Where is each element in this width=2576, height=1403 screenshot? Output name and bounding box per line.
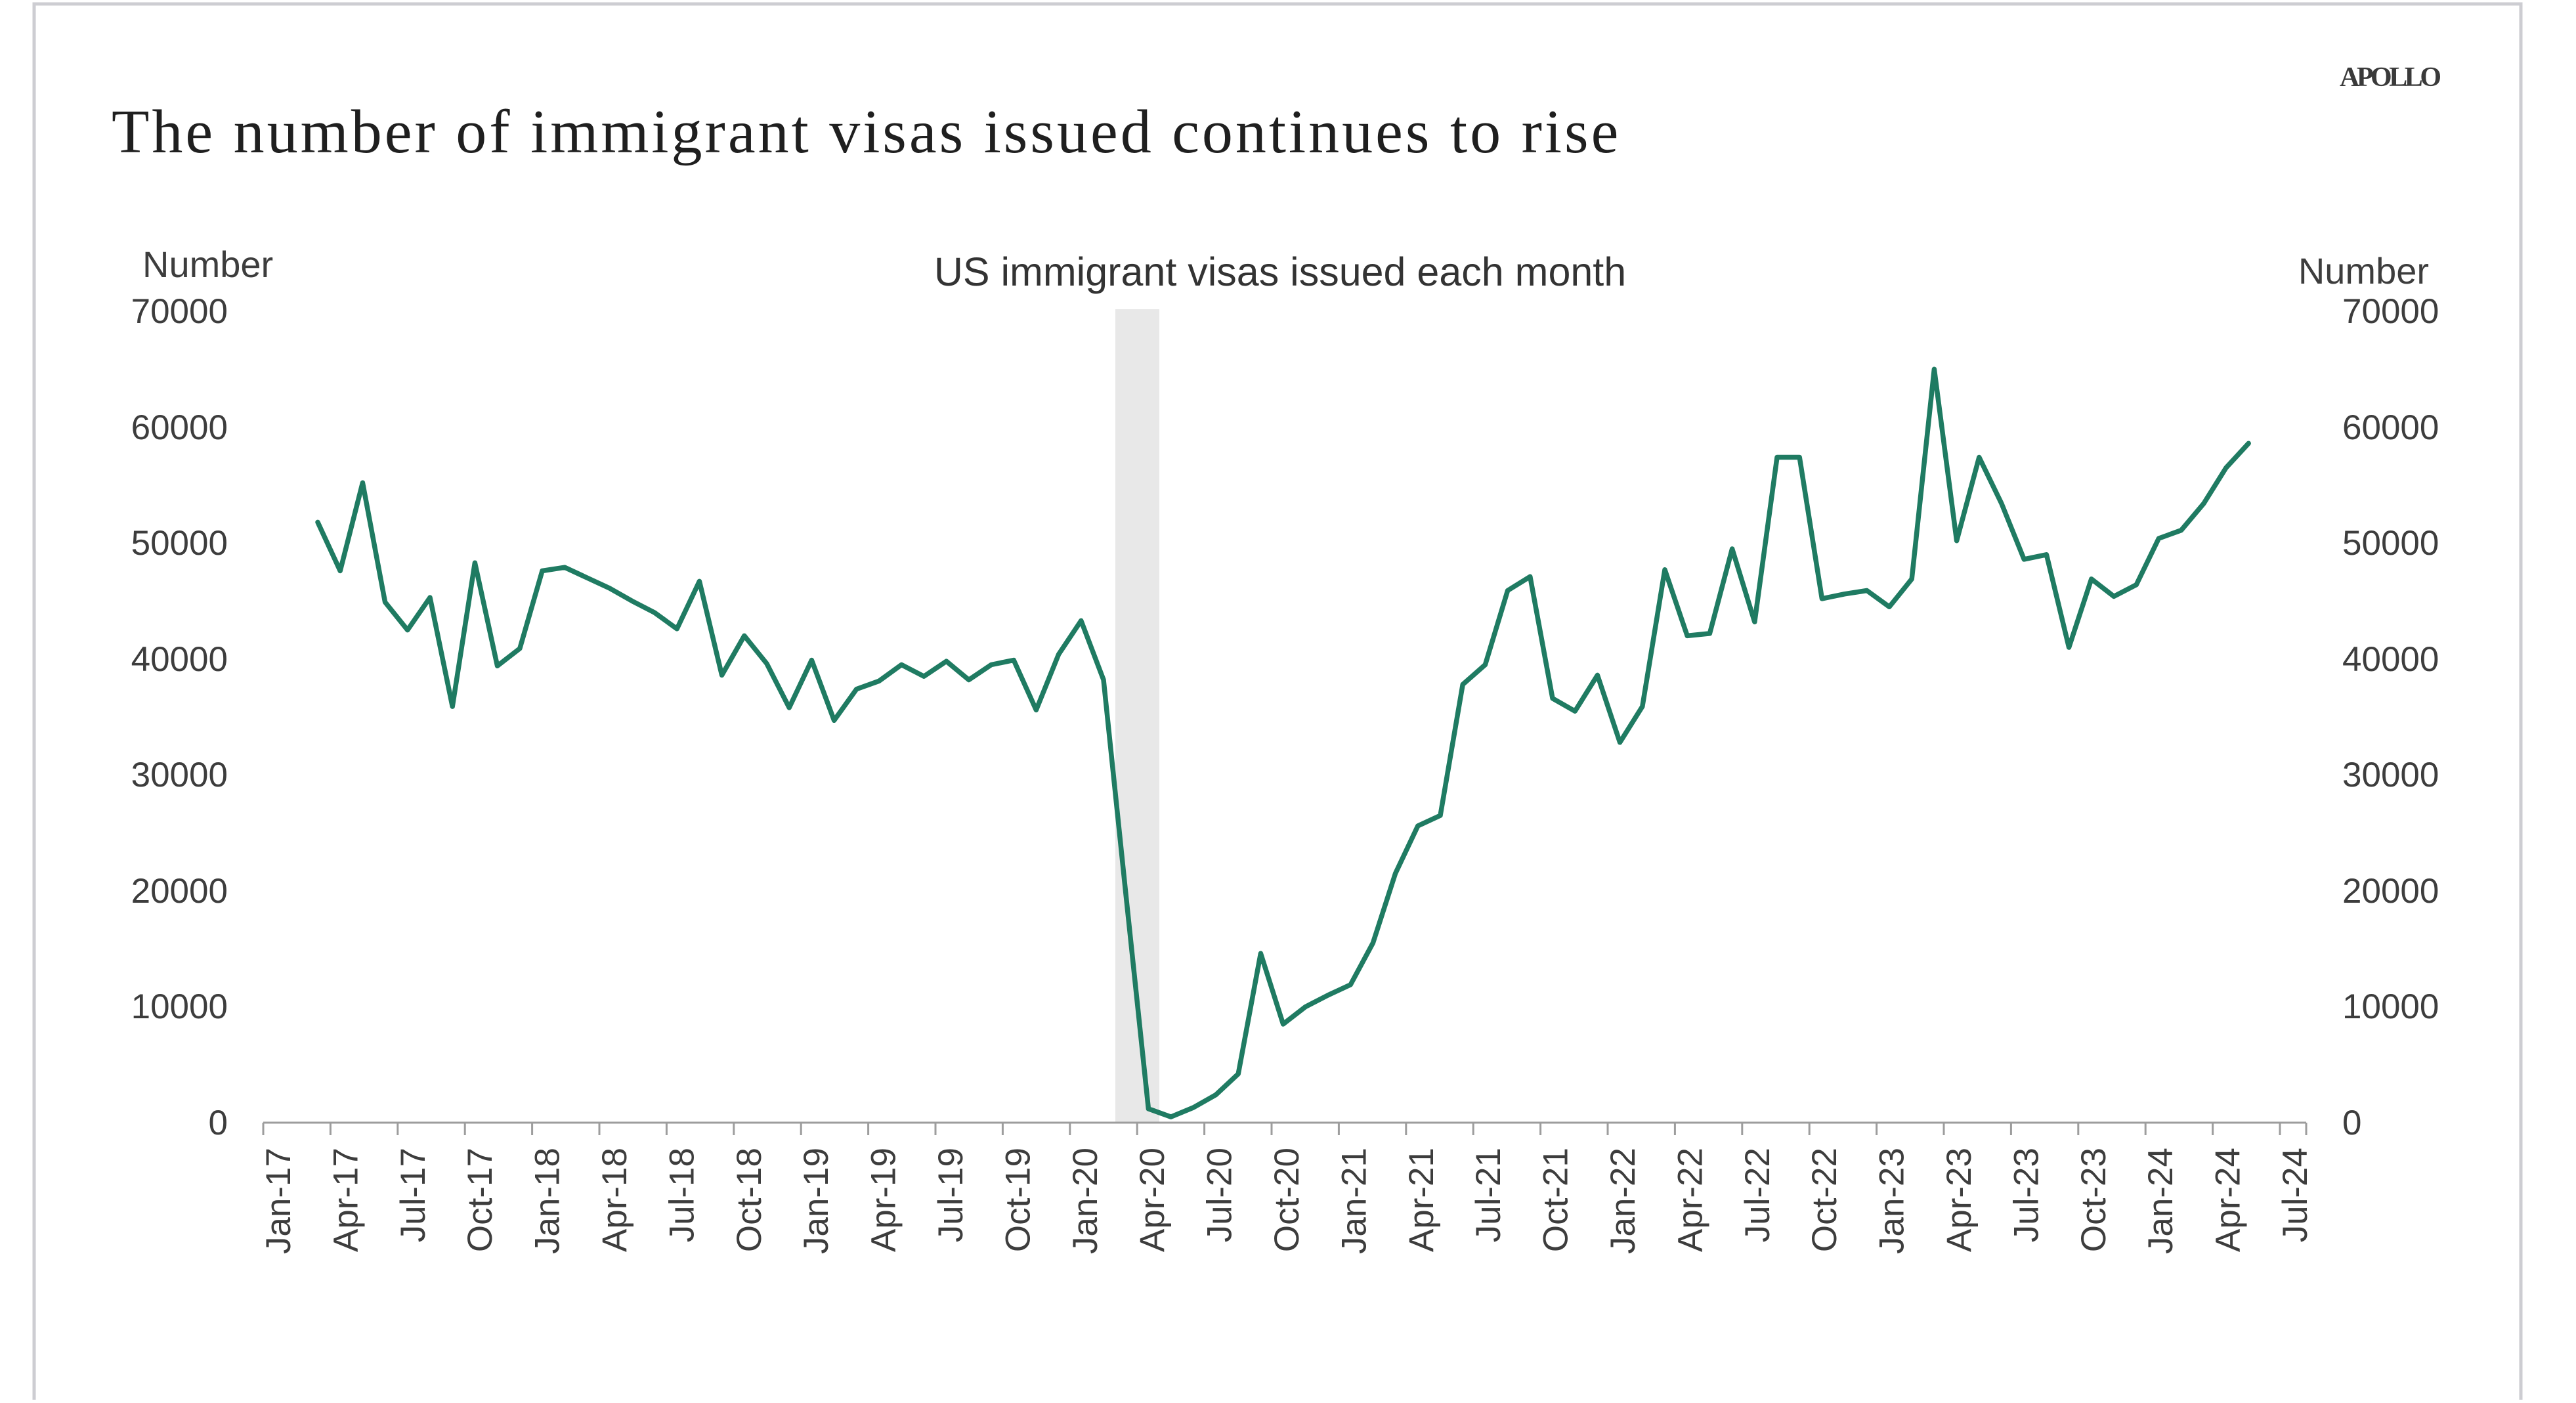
svg-text:20000: 20000 xyxy=(131,872,228,911)
svg-text:Oct-22: Oct-22 xyxy=(1805,1148,1844,1252)
svg-text:0: 0 xyxy=(209,1104,228,1142)
svg-text:Number: Number xyxy=(2298,250,2429,291)
svg-text:30000: 30000 xyxy=(131,756,228,794)
svg-text:Jul-22: Jul-22 xyxy=(1738,1148,1777,1242)
svg-text:Jul-21: Jul-21 xyxy=(1469,1148,1508,1242)
svg-text:Jan-17: Jan-17 xyxy=(259,1148,298,1254)
svg-text:US immigrant visas issued each: US immigrant visas issued each month xyxy=(934,249,1626,294)
svg-text:70000: 70000 xyxy=(131,292,228,331)
svg-text:Apr-17: Apr-17 xyxy=(326,1148,365,1252)
svg-text:Oct-20: Oct-20 xyxy=(1268,1148,1306,1252)
svg-text:Jul-19: Jul-19 xyxy=(932,1148,970,1242)
svg-text:10000: 10000 xyxy=(2342,987,2439,1026)
svg-text:Oct-17: Oct-17 xyxy=(461,1148,500,1252)
svg-text:40000: 40000 xyxy=(2342,640,2439,679)
svg-text:Jan-20: Jan-20 xyxy=(1066,1148,1105,1254)
svg-text:APOLLO: APOLLO xyxy=(2340,62,2441,93)
svg-text:Jan-19: Jan-19 xyxy=(797,1148,836,1254)
svg-text:The number of immigrant visas: The number of immigrant visas issued con… xyxy=(112,98,1621,166)
svg-text:Jan-24: Jan-24 xyxy=(2141,1148,2180,1254)
svg-text:Jul-24: Jul-24 xyxy=(2276,1148,2315,1242)
svg-text:Jul-18: Jul-18 xyxy=(662,1148,701,1242)
svg-text:Apr-18: Apr-18 xyxy=(595,1148,634,1252)
svg-text:Apr-19: Apr-19 xyxy=(865,1148,903,1252)
svg-text:Oct-23: Oct-23 xyxy=(2074,1148,2113,1252)
svg-text:60000: 60000 xyxy=(2342,408,2439,447)
svg-text:Apr-20: Apr-20 xyxy=(1133,1148,1172,1252)
svg-text:Jan-18: Jan-18 xyxy=(528,1148,567,1254)
svg-text:60000: 60000 xyxy=(131,408,228,447)
svg-text:Oct-19: Oct-19 xyxy=(998,1148,1037,1252)
svg-text:Apr-21: Apr-21 xyxy=(1402,1148,1441,1252)
svg-text:Jul-20: Jul-20 xyxy=(1201,1148,1239,1242)
svg-text:Jan-21: Jan-21 xyxy=(1335,1148,1373,1254)
svg-text:0: 0 xyxy=(2342,1104,2361,1142)
svg-text:Number: Number xyxy=(142,244,273,285)
svg-text:70000: 70000 xyxy=(2342,292,2439,331)
svg-text:Jan-22: Jan-22 xyxy=(1604,1148,1642,1254)
svg-text:Jul-23: Jul-23 xyxy=(2007,1148,2046,1242)
svg-text:30000: 30000 xyxy=(2342,756,2439,794)
svg-text:20000: 20000 xyxy=(2342,872,2439,911)
svg-text:Apr-24: Apr-24 xyxy=(2209,1148,2248,1252)
svg-text:Oct-18: Oct-18 xyxy=(730,1148,769,1252)
svg-text:10000: 10000 xyxy=(131,987,228,1026)
svg-text:Oct-21: Oct-21 xyxy=(1537,1148,1576,1252)
svg-text:Apr-22: Apr-22 xyxy=(1671,1148,1709,1252)
svg-text:50000: 50000 xyxy=(2342,524,2439,563)
svg-text:50000: 50000 xyxy=(131,524,228,563)
svg-text:Apr-23: Apr-23 xyxy=(1940,1148,1979,1252)
svg-text:Jan-23: Jan-23 xyxy=(1873,1148,1912,1254)
svg-text:Jul-17: Jul-17 xyxy=(394,1148,433,1242)
svg-text:40000: 40000 xyxy=(131,640,228,679)
